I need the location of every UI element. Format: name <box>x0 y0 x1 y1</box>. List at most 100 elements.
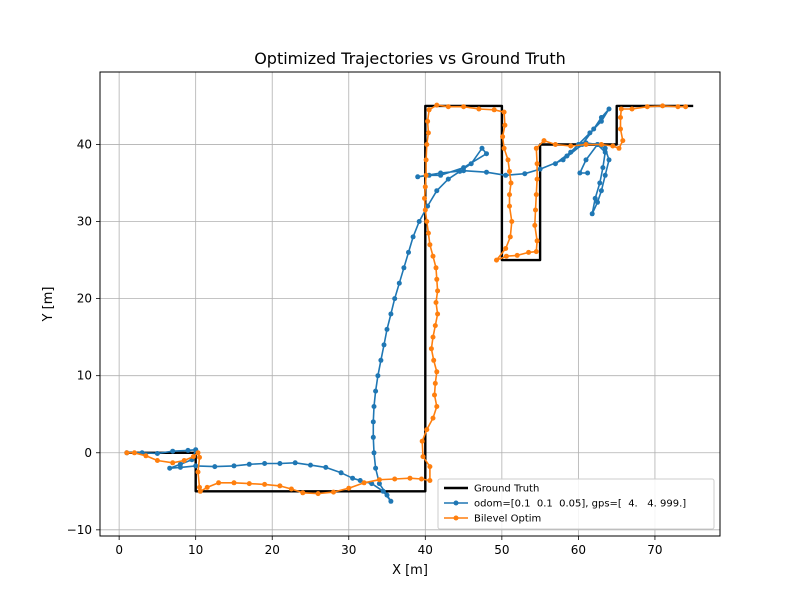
data-point <box>154 451 160 456</box>
data-point <box>457 168 463 174</box>
data-point <box>600 165 606 171</box>
x-tick-label: 10 <box>188 543 203 557</box>
x-tick-label: 0 <box>115 543 123 557</box>
data-point <box>346 485 352 491</box>
data-point <box>425 130 431 136</box>
data-point <box>618 106 624 112</box>
data-point <box>427 242 433 248</box>
series-line <box>126 104 686 495</box>
legend: Ground Truth odom=[0.1 0.1 0.05], gps=[ 4… <box>437 478 715 530</box>
y-tick-label: 0 <box>84 446 92 460</box>
series-2 <box>124 102 689 497</box>
legend-box <box>437 478 715 530</box>
legend-marker <box>453 515 459 521</box>
data-point <box>373 465 379 471</box>
data-point <box>388 311 394 317</box>
data-point <box>434 369 440 375</box>
data-point <box>388 498 394 504</box>
data-point <box>373 388 379 394</box>
x-tick-label: 70 <box>647 543 662 557</box>
data-point <box>380 488 386 494</box>
data-point <box>491 107 497 113</box>
data-point <box>585 170 591 176</box>
data-point <box>507 168 512 174</box>
series-line <box>126 104 694 493</box>
data-point <box>583 142 589 147</box>
data-point <box>181 458 187 463</box>
data-point <box>507 192 512 198</box>
data-point <box>262 461 268 466</box>
data-point <box>501 109 507 115</box>
series-1 <box>124 106 612 504</box>
data-point <box>445 104 451 110</box>
data-point <box>644 104 650 110</box>
data-point <box>190 454 196 460</box>
data-point <box>231 480 237 486</box>
axis-ticks: 0 10 20 30 40 50 60 70 −10 0 10 20 30 40 <box>67 137 663 557</box>
data-point <box>277 461 283 466</box>
data-point <box>378 357 384 363</box>
data-point <box>598 188 604 194</box>
data-point <box>415 174 421 180</box>
data-point <box>357 478 363 483</box>
data-point <box>434 102 440 108</box>
data-point <box>177 464 183 470</box>
data-point <box>514 252 520 258</box>
data-point <box>262 481 268 487</box>
data-point <box>131 450 137 456</box>
data-point <box>432 392 437 398</box>
data-point <box>533 192 539 198</box>
data-point <box>620 138 626 144</box>
data-point <box>533 249 539 255</box>
data-point <box>195 450 201 456</box>
data-point <box>427 464 433 470</box>
y-tick-label: 30 <box>77 215 92 229</box>
y-axis-label: Y [m] <box>41 287 56 323</box>
data-point <box>534 176 540 182</box>
data-point <box>532 222 538 228</box>
data-point <box>500 134 506 140</box>
data-point <box>422 195 427 201</box>
data-point <box>167 465 173 471</box>
data-point <box>432 380 438 386</box>
series-layer <box>124 102 694 504</box>
data-point <box>197 454 202 460</box>
data-point <box>675 104 681 110</box>
data-point <box>494 257 499 263</box>
data-point <box>508 180 514 186</box>
data-point <box>598 142 604 147</box>
data-point <box>425 230 431 236</box>
legend-marker <box>453 500 459 506</box>
data-point <box>246 481 252 487</box>
y-tick-label: 20 <box>77 292 92 306</box>
data-point <box>560 157 566 163</box>
data-point <box>376 481 382 487</box>
data-point <box>660 103 666 109</box>
data-point <box>505 157 511 163</box>
data-point <box>583 157 589 163</box>
data-point <box>503 246 509 251</box>
data-point <box>420 454 426 460</box>
data-point <box>384 326 390 332</box>
data-point <box>503 253 509 259</box>
data-point <box>484 151 489 157</box>
data-point <box>376 477 382 483</box>
data-point <box>426 107 432 113</box>
data-point <box>423 157 429 163</box>
data-point <box>507 203 512 209</box>
data-point <box>568 149 574 155</box>
data-point <box>154 458 160 463</box>
data-point <box>410 234 416 240</box>
data-point <box>392 296 398 302</box>
data-point <box>461 168 467 174</box>
data-point <box>423 172 429 178</box>
data-point <box>683 104 689 110</box>
x-tick-label: 50 <box>494 543 509 557</box>
data-point <box>204 484 210 490</box>
data-point <box>143 453 149 459</box>
data-point <box>602 145 608 151</box>
data-point <box>384 492 390 498</box>
data-point <box>369 481 375 487</box>
data-point <box>370 434 376 440</box>
data-point <box>616 145 622 151</box>
